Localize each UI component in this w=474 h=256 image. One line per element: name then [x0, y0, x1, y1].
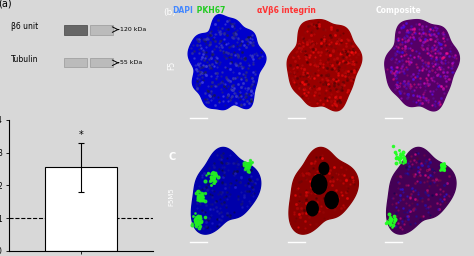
Text: C: C — [168, 152, 175, 162]
Text: *: * — [79, 131, 84, 141]
Circle shape — [311, 175, 327, 194]
Text: 55 kDa: 55 kDa — [120, 60, 143, 65]
Text: FaDu: FaDu — [72, 0, 91, 1]
Text: PKH67: PKH67 — [194, 6, 226, 15]
FancyBboxPatch shape — [64, 58, 87, 67]
Text: 120 kDa: 120 kDa — [120, 27, 146, 32]
Text: DAPI: DAPI — [173, 6, 193, 15]
Text: (b): (b) — [164, 8, 176, 17]
FancyBboxPatch shape — [90, 58, 113, 67]
Polygon shape — [289, 147, 358, 234]
Text: F5: F5 — [167, 61, 176, 70]
Circle shape — [307, 201, 318, 216]
Bar — [46, 167, 118, 251]
Circle shape — [319, 163, 328, 175]
Polygon shape — [385, 20, 459, 111]
Polygon shape — [387, 147, 456, 234]
FancyBboxPatch shape — [90, 25, 113, 35]
Polygon shape — [191, 147, 261, 234]
Text: MeWo: MeWo — [95, 0, 117, 1]
Polygon shape — [287, 20, 362, 111]
Text: Tubulin: Tubulin — [11, 55, 38, 64]
Polygon shape — [188, 15, 266, 110]
Text: β6 unit: β6 unit — [11, 23, 38, 31]
Text: F5M5: F5M5 — [169, 187, 174, 206]
FancyBboxPatch shape — [64, 25, 87, 35]
Text: αVβ6 integrin: αVβ6 integrin — [257, 6, 316, 15]
Text: (a): (a) — [0, 0, 11, 8]
Circle shape — [325, 191, 338, 208]
Text: Composite: Composite — [375, 6, 421, 15]
